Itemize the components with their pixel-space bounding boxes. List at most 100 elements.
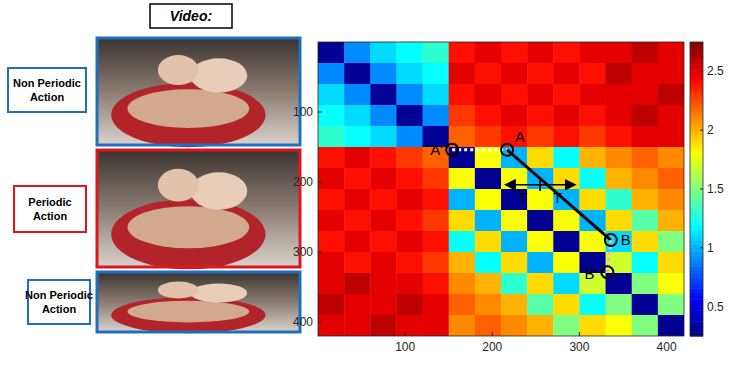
heatmap-cell <box>501 231 528 252</box>
clip-label-box <box>28 280 90 324</box>
colorbar-step <box>690 222 703 226</box>
heatmap-cell <box>423 252 450 273</box>
colorbar-step <box>690 82 703 86</box>
heatmap-cell <box>527 252 554 273</box>
heatmap-cell <box>527 315 554 336</box>
colorbar-step <box>690 233 703 237</box>
heatmap-cell <box>396 315 423 336</box>
heatmap-cell <box>553 294 580 315</box>
heatmap-cell <box>475 105 502 126</box>
heatmap-cell <box>579 147 606 168</box>
colorbar-step <box>690 90 703 94</box>
y-tick <box>318 182 322 183</box>
heatmap-cell <box>370 252 397 273</box>
heatmap-cell <box>579 105 606 126</box>
colorbar-step <box>690 86 703 90</box>
period-label: T <box>519 190 528 206</box>
heatmap-cell <box>344 231 371 252</box>
heatmap-cell <box>396 147 423 168</box>
period-arrow <box>540 184 575 186</box>
video-header-box <box>150 4 232 28</box>
heatmap-cell <box>632 231 659 252</box>
heatmap-cell <box>501 252 528 273</box>
heatmap-cell <box>606 42 633 63</box>
colorbar-step <box>690 274 703 278</box>
annotation-circle <box>501 144 513 156</box>
clip-label: Non PeriodicAction <box>13 77 81 103</box>
clip-content <box>127 301 249 323</box>
colorbar-step <box>690 218 703 222</box>
colorbar-step <box>690 307 703 311</box>
clip: Non PeriodicAction <box>8 38 300 147</box>
heatmap-cell <box>396 105 423 126</box>
heatmap-cell <box>344 210 371 231</box>
heatmap-cell <box>423 42 450 63</box>
heatmap-cell <box>606 210 633 231</box>
colorbar-step <box>690 57 703 61</box>
x-tick <box>579 332 580 336</box>
heatmap-cell <box>632 105 659 126</box>
clip-hands <box>190 283 247 302</box>
heatmap-cell <box>318 105 345 126</box>
colorbar-step <box>690 314 703 318</box>
heatmap-cell <box>396 189 423 210</box>
figure: Video:Non PeriodicActionPeriodicActionNo… <box>0 0 738 365</box>
heatmap-cell <box>658 210 684 231</box>
colorbar-step <box>690 288 703 292</box>
clip-label-box <box>14 186 86 232</box>
heatmap-cell <box>318 147 345 168</box>
period-tick <box>539 179 541 191</box>
colorbar-step <box>690 204 703 208</box>
heatmap-cell <box>579 63 606 84</box>
colorbar-step <box>690 318 703 322</box>
heatmap-cell <box>318 273 345 294</box>
heatmap-cell <box>475 189 502 210</box>
heatmap-cell <box>318 315 345 336</box>
colorbar-step <box>690 285 703 289</box>
heatmap-cell <box>344 315 371 336</box>
heatmap-cell <box>553 231 580 252</box>
clip-content <box>127 206 249 248</box>
colorbar-step <box>690 101 703 105</box>
heatmap-cell <box>658 147 684 168</box>
colorbar-step <box>690 42 703 46</box>
heatmap-cell <box>370 63 397 84</box>
heatmap-cell <box>396 63 423 84</box>
heatmap-cell <box>606 294 633 315</box>
heatmap-cell <box>527 63 554 84</box>
heatmap-cell <box>475 294 502 315</box>
annotation-label: B <box>621 231 631 248</box>
colorbar-step <box>690 160 703 164</box>
colorbar-step <box>690 79 703 83</box>
heatmap-cell <box>423 168 450 189</box>
heatmap-cell <box>449 84 476 105</box>
heatmap-cell <box>475 42 502 63</box>
heatmap-cell <box>606 273 633 294</box>
heatmap-cell <box>449 231 476 252</box>
colorbar-tick <box>700 189 703 190</box>
heatmap-cell <box>632 210 659 231</box>
heatmap-cell <box>553 42 580 63</box>
heatmap-cell <box>606 147 633 168</box>
clip-label: PeriodicAction <box>28 196 71 222</box>
colorbar-step <box>690 281 703 285</box>
heatmap-cell <box>318 231 345 252</box>
colorbar-step <box>690 145 703 149</box>
heatmap-cell <box>370 126 397 147</box>
heatmap-cell <box>606 315 633 336</box>
heatmap-cell <box>501 63 528 84</box>
y-tick <box>318 322 322 323</box>
colorbar-step <box>690 259 703 263</box>
heatmap-cell <box>606 189 633 210</box>
colorbar-step <box>690 229 703 233</box>
clip-border <box>97 272 300 332</box>
annotation-circle <box>601 266 613 278</box>
heatmap-cell <box>344 189 371 210</box>
y-tick <box>318 112 322 113</box>
colorbar-step <box>690 141 703 145</box>
heatmap-cell <box>423 231 450 252</box>
colorbar-tick <box>700 247 703 248</box>
heatmap-cells <box>318 42 684 336</box>
heatmap-cell <box>344 63 371 84</box>
heatmap-cell <box>501 273 528 294</box>
